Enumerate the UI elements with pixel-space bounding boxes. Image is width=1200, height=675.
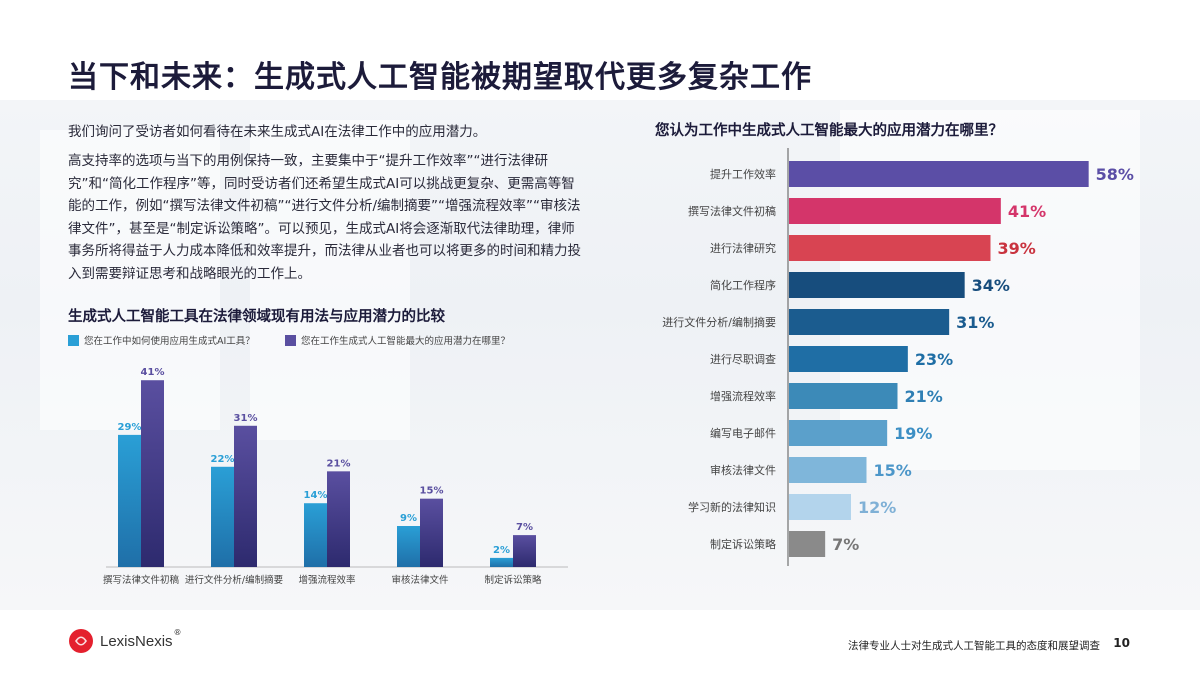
bar-potential	[141, 380, 164, 567]
left-chart-title: 生成式人工智能工具在法律领域现有用法与应用潜力的比较	[68, 309, 445, 325]
footer-survey-title: 法律专业人士对生成式人工智能工具的态度和展望调查	[848, 640, 1100, 652]
bar	[789, 531, 826, 557]
bar	[789, 309, 950, 335]
bar	[789, 235, 991, 261]
bar	[789, 420, 888, 446]
lexisnexis-logo: LexisNexis ®	[68, 628, 182, 654]
bar-current	[304, 503, 327, 567]
category-label: 增强流程效率	[710, 389, 776, 403]
bar-value-label: 12%	[858, 498, 896, 517]
bar-value-label: 39%	[998, 239, 1036, 258]
logo-text: LexisNexis	[100, 632, 173, 650]
bar-value-label: 9%	[400, 513, 417, 524]
bar-value-label: 31%	[234, 413, 258, 424]
bar-current	[397, 526, 420, 567]
category-label: 审核法律文件	[710, 463, 776, 477]
bar-value-label: 15%	[420, 486, 444, 497]
bar-potential	[234, 425, 257, 567]
bar-potential	[513, 535, 536, 567]
chart-legend: 您在工作中如何使用应用生成式AI工具？ 您在工作生成式人工智能最大的应用潜力在哪…	[68, 333, 588, 349]
bar-value-label: 34%	[972, 276, 1010, 295]
right-chart-title: 您认为工作中生成式人工智能最大的应用潜力在哪里？	[655, 123, 1003, 139]
bar	[789, 457, 867, 483]
category-label: 制定诉讼策略	[710, 537, 776, 551]
legend-swatch-current	[68, 334, 79, 346]
bar-current	[118, 434, 141, 567]
category-label: 学习新的法律知识	[688, 500, 776, 514]
bar-potential	[420, 498, 443, 567]
category-label: 增强流程效率	[298, 574, 356, 586]
bar-value-label: 23%	[915, 350, 953, 369]
grouped-bar-chart: 29% 41% 撰写法律文件初稿 22% 31% 进行文件分析/编制摘要 14% 21% 增强流…	[103, 367, 568, 586]
bar-potential	[327, 471, 350, 567]
legend-item-potential: 您在工作生成式人工智能最大的应用潜力在哪里？	[285, 333, 510, 347]
category-label: 编写电子邮件	[710, 426, 776, 440]
bar	[789, 198, 1001, 224]
legend-label-current: 您在工作中如何使用应用生成式AI工具？	[84, 336, 255, 347]
bar-value-label: 41%	[141, 367, 165, 378]
bar-value-label: 58%	[1096, 165, 1134, 184]
category-label: 审核法律文件	[391, 574, 449, 586]
category-label: 撰写法律文件初稿	[103, 574, 180, 586]
legend-item-current: 您在工作中如何使用应用生成式AI工具？	[68, 333, 255, 347]
bar-value-label: 14%	[304, 490, 328, 501]
bar-value-label: 2%	[493, 545, 510, 556]
page-title: 当下和未来：生成式人工智能被期望取代更多复杂工作	[68, 60, 812, 95]
bar-value-label: 7%	[516, 522, 533, 533]
page-number: 10	[1113, 636, 1130, 650]
bar	[789, 494, 851, 520]
bar	[789, 346, 908, 372]
bar	[789, 161, 1089, 187]
bar-value-label: 29%	[118, 422, 142, 433]
bar-current	[490, 557, 513, 567]
category-label: 提升工作效率	[710, 167, 776, 181]
category-label: 进行尽职调查	[710, 352, 776, 366]
bar	[789, 272, 965, 298]
bar-value-label: 15%	[874, 461, 912, 480]
body-paragraph: 高支持率的选项与当下的用例保持一致，主要集中于“提升工作效率”“进行法律研究”和…	[68, 153, 581, 282]
horizontal-bar-chart: 提升工作效率 58% 撰写法律文件初稿 41% 进行法律研究 39% 简化工作程序 34% 进行…	[662, 148, 1134, 566]
bar-value-label: 41%	[1008, 202, 1046, 221]
category-label: 制定诉讼策略	[484, 574, 542, 586]
bar-value-label: 21%	[905, 387, 943, 406]
bar-value-label: 22%	[211, 454, 235, 465]
bar-value-label: 7%	[832, 535, 859, 554]
bar	[789, 383, 898, 409]
category-label: 进行法律研究	[710, 241, 776, 255]
logo-registered-mark: ®	[173, 628, 182, 637]
legend-label-potential: 您在工作生成式人工智能最大的应用潜力在哪里？	[301, 336, 511, 347]
category-label: 简化工作程序	[710, 278, 776, 292]
bar-value-label: 31%	[956, 313, 994, 332]
intro-text: 我们询问了受访者如何看待在未来生成式AI在法律工作中的应用潜力。	[68, 124, 487, 140]
category-label: 进行文件分析/编制摘要	[662, 315, 776, 329]
bar-value-label: 19%	[894, 424, 932, 443]
legend-swatch-potential	[285, 334, 296, 346]
bar-value-label: 21%	[327, 458, 351, 469]
category-label: 撰写法律文件初稿	[688, 204, 776, 218]
bar-current	[211, 466, 234, 567]
category-label: 进行文件分析/编制摘要	[185, 574, 283, 586]
logo-mark-icon	[69, 629, 93, 653]
